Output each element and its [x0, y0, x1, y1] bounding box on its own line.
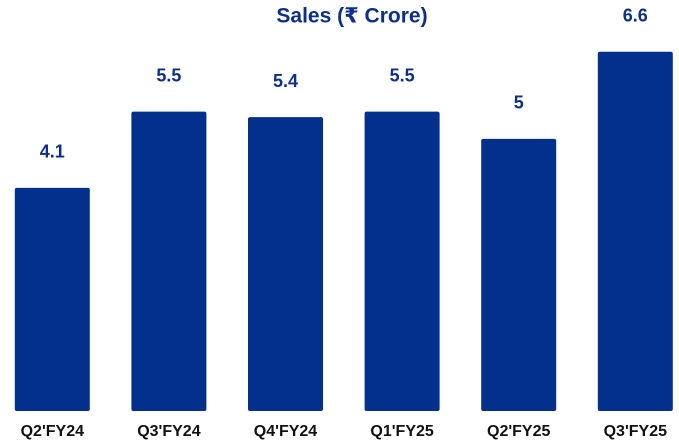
bar — [248, 117, 323, 411]
bar — [481, 138, 557, 411]
data-label: 5.5 — [390, 65, 415, 85]
x-tick-label: Q3'FY25 — [604, 423, 667, 440]
data-label: 5 — [514, 93, 524, 113]
bar — [14, 187, 90, 411]
chart-title: Sales (₹ Crore) — [276, 5, 427, 28]
data-label: 5.4 — [273, 71, 298, 91]
bar — [597, 51, 673, 412]
x-tick-label: Q1'FY25 — [370, 423, 433, 440]
bar — [364, 111, 440, 412]
x-tick-label: Q4'FY24 — [254, 423, 317, 440]
x-tick-label: Q3'FY24 — [137, 423, 200, 440]
x-tick-label: Q2'FY24 — [21, 423, 84, 440]
data-label: 5.5 — [156, 65, 181, 85]
data-label: 6.6 — [623, 6, 648, 26]
bar — [131, 111, 207, 412]
x-tick-label: Q2'FY25 — [487, 423, 550, 440]
data-label: 4.1 — [40, 142, 65, 162]
